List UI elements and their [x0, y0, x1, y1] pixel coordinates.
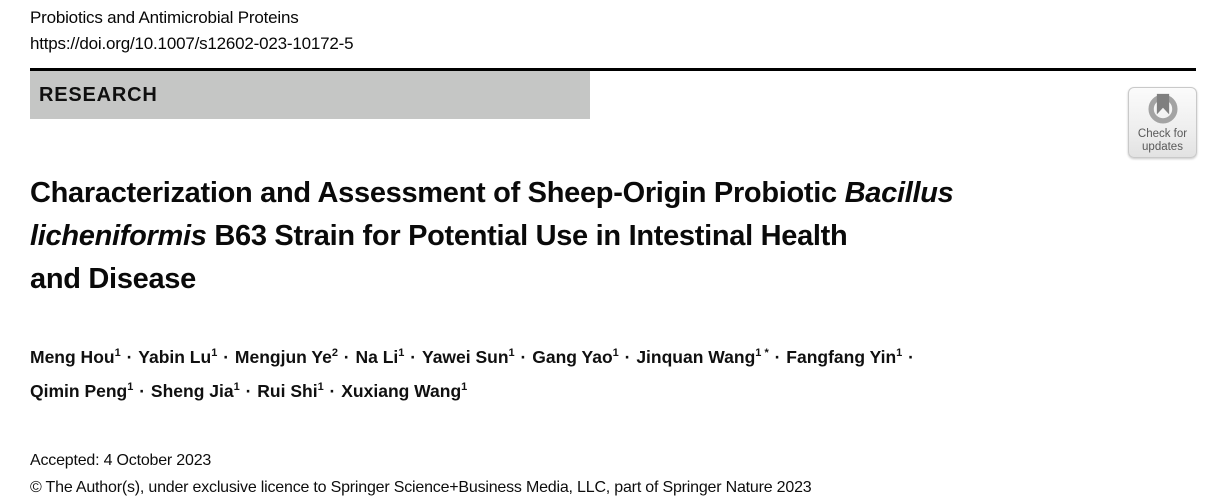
author-name: Xuxiang Wang1	[341, 381, 468, 401]
author-name: Yabin Lu1	[138, 347, 218, 367]
author-separator: ·	[515, 347, 532, 367]
title-segment: B63 Strain for Potential Use in Intestin…	[206, 220, 848, 252]
author-separator: ·	[324, 381, 341, 401]
author-affiliation-sup: 1	[127, 381, 134, 394]
author-affiliation-sup: 2	[331, 347, 338, 360]
author-separator: ·	[240, 381, 257, 401]
author-name: Yawei Sun1	[421, 347, 515, 367]
doi-link[interactable]: https://doi.org/10.1007/s12602-023-10172…	[30, 34, 354, 53]
author-separator: ·	[619, 347, 636, 367]
author-name: Rui Shi1	[257, 381, 324, 401]
section-label: RESEARCH	[39, 83, 158, 106]
journal-header: Probiotics and Antimicrobial Proteins ht…	[30, 5, 354, 57]
author-list: Meng Hou1 · Yabin Lu1 · Mengjun Ye2 · Na…	[30, 340, 915, 408]
article-title-line: and Disease	[30, 258, 953, 301]
author-separator: ·	[134, 381, 150, 401]
author-affiliation-sup: 1	[896, 347, 903, 360]
author-affiliation-sup: 1	[612, 347, 619, 360]
crossmark-icon	[1145, 91, 1181, 127]
author-name: Fangfang Yin1	[786, 347, 903, 367]
author-affiliation-sup: 1	[398, 347, 405, 360]
author-name: Mengjun Ye2	[234, 347, 338, 367]
author-separator: ·	[218, 347, 234, 367]
journal-name: Probiotics and Antimicrobial Proteins	[30, 8, 299, 27]
author-line: Meng Hou1 · Yabin Lu1 · Mengjun Ye2 · Na…	[30, 340, 915, 374]
author-name: Gang Yao1	[532, 347, 619, 367]
author-name: Meng Hou1	[30, 347, 121, 367]
article-title-line: licheniformis B63 Strain for Potential U…	[30, 215, 953, 258]
article-title-line: Characterization and Assessment of Sheep…	[30, 172, 954, 215]
author-affiliation-sup: 1	[211, 347, 218, 360]
header-rule	[30, 68, 1196, 71]
research-banner: RESEARCH	[30, 71, 590, 119]
article-title: Characterization and Assessment of Sheep…	[30, 172, 954, 301]
author-separator: ·	[769, 347, 786, 367]
author-name: Jinquan Wang1 *	[636, 347, 769, 367]
author-affiliation-sup: 1	[508, 347, 515, 360]
author-line: Qimin Peng1 · Sheng Jia1 · Rui Shi1 · Xu…	[30, 374, 915, 408]
title-segment: and Disease	[30, 263, 196, 295]
author-name: Na Li1	[355, 347, 405, 367]
author-affiliation-sup: 1	[233, 381, 240, 394]
author-separator: ·	[338, 347, 355, 367]
title-italic-segment: Bacillus	[844, 177, 954, 209]
accepted-date: Accepted: 4 October 2023	[30, 452, 212, 469]
author-name: Sheng Jia1	[150, 381, 240, 401]
check-for-updates-label: Check for updates	[1137, 128, 1188, 153]
author-separator: ·	[121, 347, 138, 367]
title-italic-segment: licheniformis	[30, 220, 207, 252]
author-affiliation-sup: 1 *	[755, 347, 769, 360]
author-name: Qimin Peng1	[30, 381, 134, 401]
check-for-updates-button[interactable]: Check for updates	[1128, 87, 1197, 158]
title-segment: Characterization and Assessment of Sheep…	[30, 177, 845, 209]
author-affiliation-sup: 1	[317, 381, 324, 394]
author-affiliation-sup: 1	[114, 347, 121, 360]
author-separator: ·	[405, 347, 421, 367]
article-meta-footer: Accepted: 4 October 2023 © The Author(s)…	[30, 448, 812, 501]
author-separator: ·	[903, 347, 914, 367]
copyright-notice: © The Author(s), under exclusive licence…	[30, 478, 812, 496]
author-affiliation-sup: 1	[461, 381, 468, 394]
